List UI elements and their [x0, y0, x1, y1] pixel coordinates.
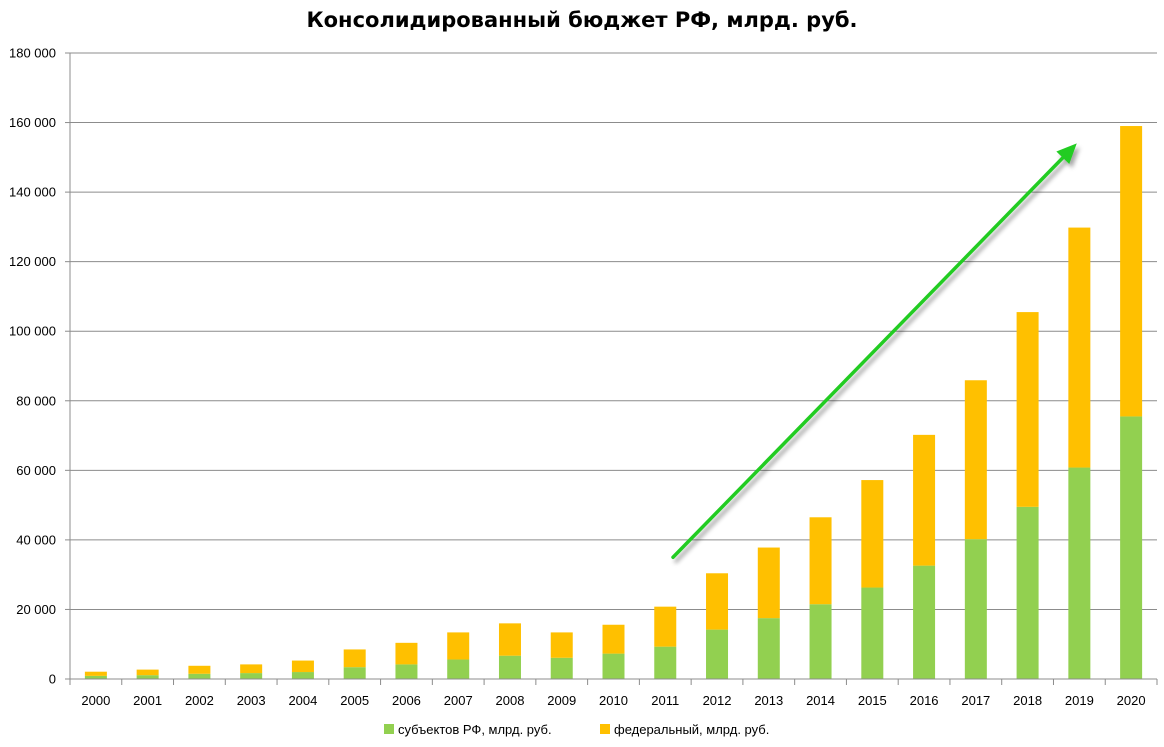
- bar-subjects-2012: [706, 629, 729, 679]
- x-tick-label: 2019: [1065, 693, 1094, 708]
- bar-subjects-2018: [1016, 506, 1039, 679]
- legend-label: субъектов РФ, млрд. руб.: [398, 722, 552, 737]
- y-axis-ticks: 0 20 000 40 000 60 000 80 000 100 000 120 000 1…: [9, 46, 56, 687]
- bar-subjects-2004: [291, 672, 314, 679]
- bar-federal-2007: [447, 632, 470, 660]
- x-tick-label: 2018: [1013, 693, 1042, 708]
- y-tick-label: 60 000: [16, 463, 56, 478]
- bar-subjects-2006: [395, 664, 418, 679]
- trend-arrow: [671, 143, 1077, 560]
- bar-federal-2010: [602, 624, 625, 654]
- x-tick-label: 2004: [288, 693, 317, 708]
- chart-title: Консолидированный бюджет РФ, млрд. руб.: [306, 8, 857, 32]
- bar-federal-2009: [550, 632, 573, 658]
- trend-arrow-head: [1056, 143, 1077, 165]
- bar-federal-2000: [84, 671, 107, 676]
- bar-subjects-2003: [240, 673, 263, 679]
- y-tick-label: 160 000: [9, 115, 56, 130]
- x-axis-ticks: 2000 2001 2002 2003 2004 2005 2006 2007 2008 2009…: [70, 678, 1157, 708]
- gridlines: [65, 52, 1158, 685]
- y-tick-label: 20 000: [16, 602, 56, 617]
- bar-federal-2008: [498, 623, 521, 656]
- bar-subjects-2019: [1068, 467, 1091, 679]
- y-tick-label: 120 000: [9, 254, 56, 269]
- bar-subjects-2017: [964, 539, 987, 679]
- trend-arrow-line: [671, 155, 1065, 560]
- bar-federal-2006: [395, 642, 418, 665]
- bar-federal-2014: [809, 517, 832, 605]
- bar-subjects-2002: [188, 673, 211, 679]
- bar-federal-2011: [654, 606, 677, 647]
- x-tick-label: 2016: [910, 693, 939, 708]
- bar-subjects-2009: [550, 657, 573, 679]
- bar-subjects-2020: [1120, 416, 1143, 679]
- x-tick-label: 2017: [961, 693, 990, 708]
- y-tick-label: 80 000: [16, 393, 56, 408]
- legend-label: федеральный, млрд. руб.: [614, 722, 769, 737]
- x-tick-label: 2020: [1117, 693, 1146, 708]
- y-tick-label: 0: [49, 672, 56, 687]
- bar-federal-2005: [343, 649, 366, 668]
- bar-subjects-2005: [343, 667, 366, 679]
- bar-federal-2018: [1016, 312, 1039, 507]
- x-tick-label: 2005: [340, 693, 369, 708]
- bar-subjects-2015: [861, 587, 884, 679]
- x-tick-label: 2006: [392, 693, 421, 708]
- bar-federal-2013: [757, 547, 780, 619]
- x-tick-label: 2002: [185, 693, 214, 708]
- trend-arrow-shape: [671, 143, 1077, 560]
- bar-federal-2019: [1068, 227, 1091, 468]
- bar-federal-2003: [240, 664, 263, 674]
- bar-federal-2001: [136, 669, 159, 676]
- x-tick-label: 2013: [754, 693, 783, 708]
- bar-subjects-2013: [757, 618, 780, 679]
- bar-subjects-2010: [602, 653, 625, 679]
- bar-federal-2016: [913, 434, 936, 566]
- bar-subjects-2000: [84, 675, 107, 679]
- bar-subjects-2016: [913, 565, 936, 679]
- bars: [84, 126, 1143, 679]
- bar-subjects-2007: [447, 659, 470, 679]
- y-tick-label: 40 000: [16, 532, 56, 547]
- legend-swatch: [384, 724, 394, 734]
- x-tick-label: 2011: [651, 693, 679, 708]
- x-tick-label: 2003: [237, 693, 266, 708]
- x-tick-label: 2014: [806, 693, 835, 708]
- legend-swatch: [600, 724, 610, 734]
- bar-federal-2012: [706, 573, 729, 630]
- x-tick-label: 2009: [547, 693, 576, 708]
- x-tick-label: 2007: [444, 693, 473, 708]
- y-tick-label: 140 000: [9, 185, 56, 200]
- x-tick-label: 2000: [81, 693, 110, 708]
- bar-federal-2015: [861, 480, 884, 588]
- bar-federal-2004: [291, 660, 314, 673]
- x-tick-label: 2010: [599, 693, 628, 708]
- y-tick-label: 180 000: [9, 46, 56, 61]
- x-tick-label: 2015: [858, 693, 887, 708]
- legend: субъектов РФ, млрд. руб. федеральный, млр…: [384, 722, 769, 737]
- bar-federal-2002: [188, 665, 211, 674]
- x-tick-label: 2008: [496, 693, 525, 708]
- bar-federal-2017: [964, 380, 987, 540]
- bar-subjects-2001: [136, 675, 159, 679]
- bar-subjects-2011: [654, 646, 677, 679]
- x-tick-label: 2012: [703, 693, 732, 708]
- bar-subjects-2014: [809, 604, 832, 679]
- bar-subjects-2008: [498, 655, 521, 679]
- bar-federal-2020: [1120, 126, 1143, 417]
- y-tick-label: 100 000: [9, 324, 56, 339]
- x-tick-label: 2001: [133, 693, 162, 708]
